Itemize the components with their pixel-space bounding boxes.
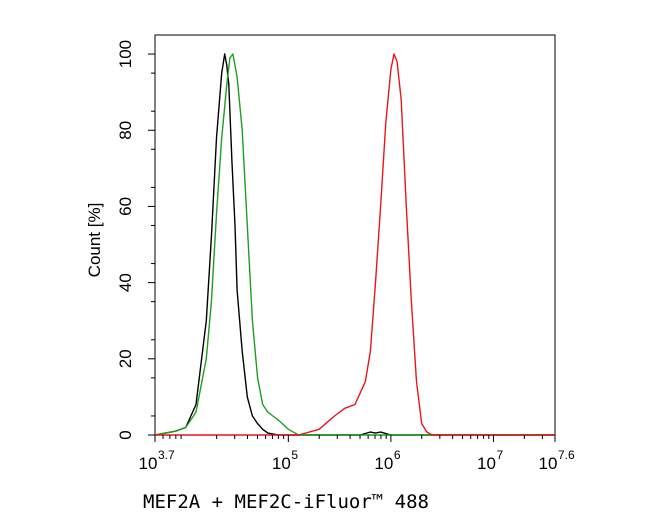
series-line-2 — [155, 53, 555, 436]
x-tick-label: 10 6 — [374, 448, 400, 473]
series-line-1 — [154, 53, 555, 436]
x-tick-base: 10 — [539, 454, 558, 473]
x-tick-base: 10 — [477, 454, 496, 473]
y-tick-label: 20 — [116, 349, 135, 368]
x-tick-exponent: 7.6 — [558, 448, 575, 462]
x-tick-base: 10 — [374, 454, 393, 473]
x-axis-title: MEF2A + MEF2C-iFluor™ 488 — [143, 491, 429, 513]
y-tick-label: 0 — [116, 430, 135, 439]
x-tick-exponent: 5 — [291, 448, 298, 462]
y-tick-label: 40 — [116, 273, 135, 292]
x-tick-exponent: 3.7 — [158, 448, 175, 462]
series-layer — [154, 53, 555, 436]
x-tick-base: 10 — [272, 454, 291, 473]
x-tick-exponent: 7 — [496, 448, 503, 462]
y-tick-label: 80 — [116, 121, 135, 140]
x-tick-label: 10 3.7 — [139, 448, 175, 473]
x-tick-label: 10 7.6 — [539, 448, 575, 473]
x-tick-label: 10 5 — [272, 448, 298, 473]
x-tick-exponent: 6 — [394, 448, 401, 462]
y-tick-label: 100 — [116, 40, 135, 68]
y-axis-title: Count [%] — [85, 203, 104, 278]
x-tick-label: 10 7 — [477, 448, 503, 473]
x-tick-base: 10 — [139, 454, 158, 473]
y-tick-label: 60 — [116, 197, 135, 216]
